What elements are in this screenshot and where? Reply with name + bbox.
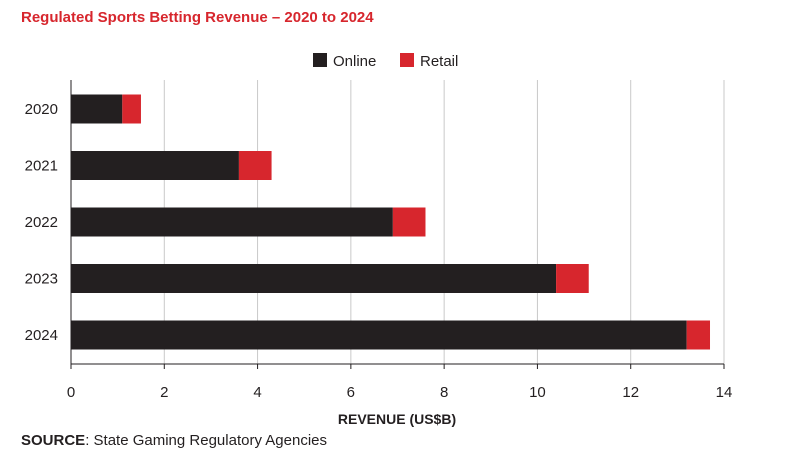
- legend-label-online: Online: [333, 53, 376, 70]
- source-text: : State Gaming Regulatory Agencies: [85, 432, 327, 449]
- source-label: SOURCE: [21, 432, 86, 449]
- bar-retail-2021: [238, 151, 272, 180]
- y-tick-label-2022: 2022: [25, 214, 58, 231]
- y-tick-label-2021: 2021: [25, 158, 58, 175]
- x-tick-label-2: 2: [160, 384, 168, 401]
- axes: [70, 80, 725, 369]
- y-tick-labels: 2020 2021 2022 2023 2024: [25, 101, 58, 344]
- x-tick-labels: 0 2 4 6 8 10 12 14: [67, 384, 733, 401]
- x-tick-label-0: 0: [67, 384, 75, 401]
- y-tick-label-2023: 2023: [25, 271, 58, 288]
- legend-label-retail: Retail: [420, 53, 458, 70]
- y-tick-label-2024: 2024: [25, 327, 58, 344]
- bar-online-2021: [71, 151, 239, 180]
- x-tick-label-8: 8: [440, 384, 448, 401]
- bar-retail-2024: [686, 320, 711, 350]
- bar-online-2022: [71, 207, 393, 237]
- x-tick-label-14: 14: [716, 384, 733, 401]
- bar-retail-2023: [556, 264, 589, 293]
- bar-online-2024: [71, 320, 687, 350]
- bar-retail-2022: [392, 207, 426, 237]
- chart-title: Regulated Sports Betting Revenue – 2020 …: [21, 9, 374, 26]
- legend-swatch-retail: [400, 53, 414, 67]
- x-tick-label-4: 4: [253, 384, 261, 401]
- bars: [71, 94, 711, 350]
- x-axis-title: REVENUE (US$B): [338, 411, 456, 427]
- legend-swatch-online: [313, 53, 327, 67]
- x-tick-label-6: 6: [347, 384, 355, 401]
- source-note: SOURCE: State Gaming Regulatory Agencies: [21, 432, 327, 449]
- bar-online-2023: [71, 264, 557, 293]
- x-tick-label-10: 10: [529, 384, 546, 401]
- legend: Online Retail: [313, 53, 458, 70]
- bar-online-2020: [71, 94, 123, 124]
- x-tick-label-12: 12: [622, 384, 639, 401]
- bar-retail-2020: [122, 94, 141, 124]
- y-tick-label-2020: 2020: [25, 101, 58, 118]
